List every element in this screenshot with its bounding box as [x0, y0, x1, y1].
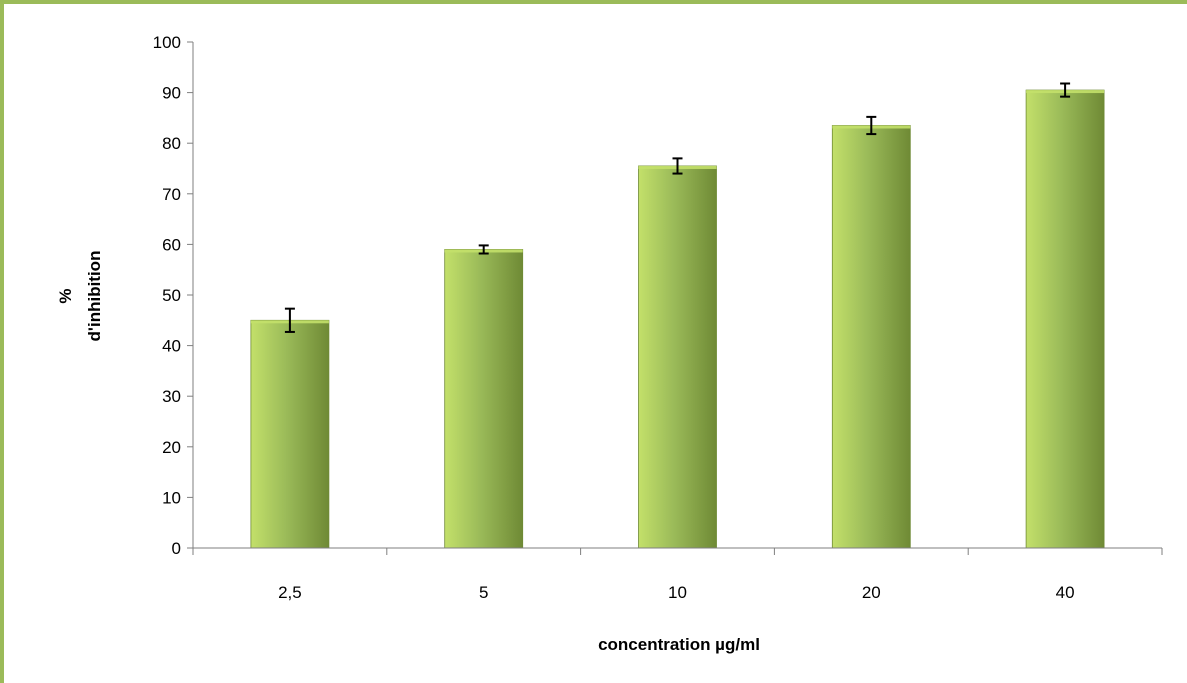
x-tick-label: 2,5 — [278, 583, 302, 602]
y-tick-label: 100 — [153, 33, 181, 52]
y-tick-label: 80 — [162, 134, 181, 153]
y-tick-label: 40 — [162, 337, 181, 356]
y-tick-label: 50 — [162, 286, 181, 305]
y-tick-label: 20 — [162, 438, 181, 457]
bar — [831, 125, 911, 549]
bar — [638, 165, 717, 549]
y-tick-label: 30 — [162, 387, 181, 406]
y-tick-label: 0 — [172, 539, 181, 558]
bar — [444, 249, 524, 549]
x-tick-label: 10 — [668, 583, 687, 602]
y-axis-title-line-1: % — [56, 288, 75, 303]
x-tick-label: 5 — [479, 583, 488, 602]
bars-layer — [250, 89, 1105, 549]
y-axis-title-line-2: d'inhibition — [85, 251, 104, 342]
bar — [1025, 89, 1105, 549]
x-tick-label: 20 — [862, 583, 881, 602]
x-axis-title: concentration µg/ml — [598, 635, 760, 654]
error-bars-layer — [284, 82, 1071, 333]
x-tick-label: 40 — [1056, 583, 1075, 602]
axes-layer — [187, 41, 1163, 555]
y-tick-label: 70 — [162, 185, 181, 204]
tick-labels-layer: 2,5 5 10 20 40 0 10 20 30 40 50 60 70 80 90 100 — [153, 33, 1075, 602]
y-tick-label: 60 — [162, 235, 181, 254]
y-tick-label: 90 — [162, 84, 181, 103]
y-tick-label: 10 — [162, 488, 181, 507]
bar — [250, 319, 330, 549]
